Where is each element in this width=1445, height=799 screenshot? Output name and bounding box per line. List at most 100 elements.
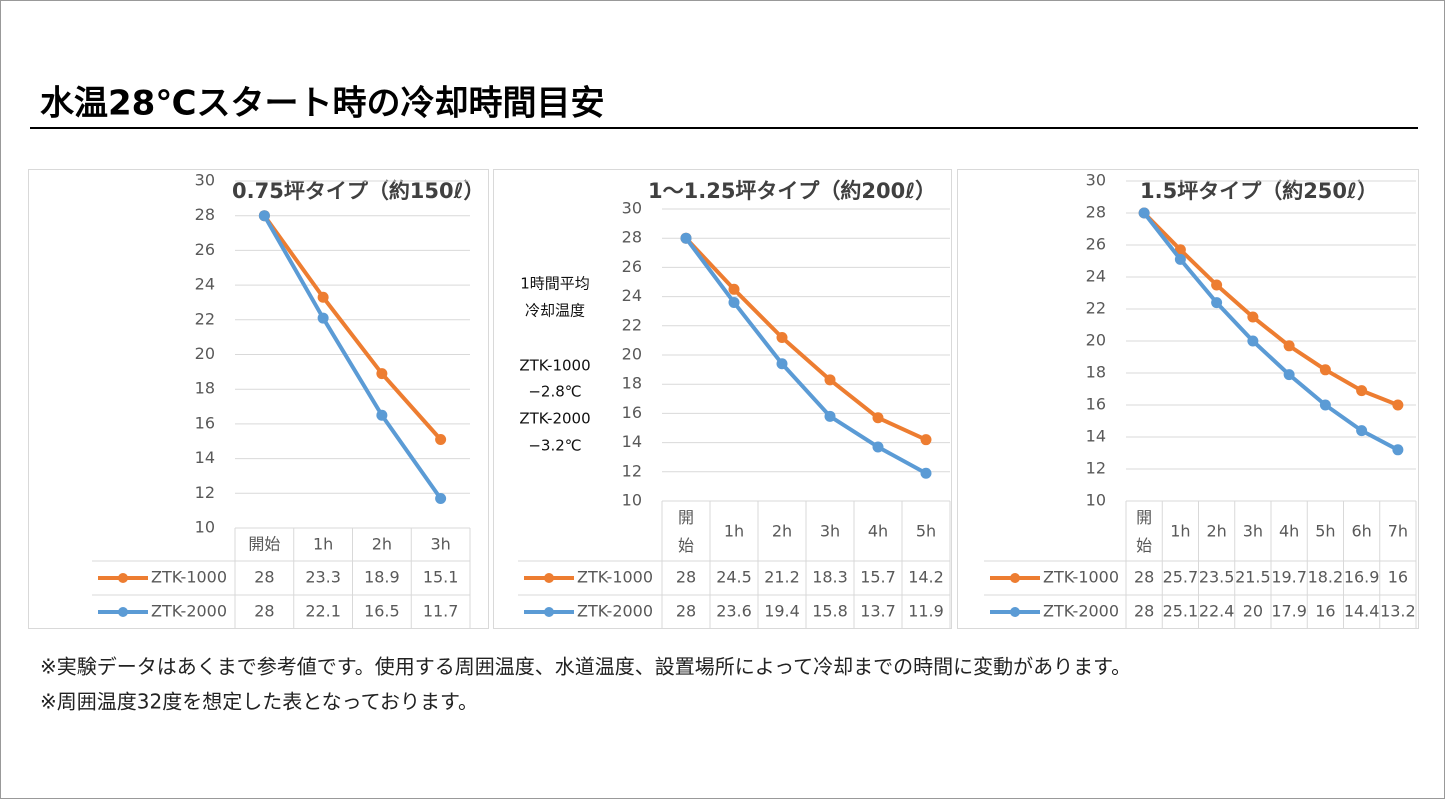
y-tick-label: 20 [1086, 331, 1106, 350]
table-value: 13.2 [1380, 602, 1416, 621]
x-tick-label: 4h [868, 522, 888, 541]
x-tick-label: 2h [372, 535, 392, 554]
legend-marker [1010, 573, 1020, 583]
series-line [1142, 211, 1399, 407]
chart-title: 1～1.25坪タイプ（約200ℓ） [648, 179, 936, 203]
x-tick-label: 開始 [678, 508, 694, 555]
x-tick-label: 5h [1315, 522, 1335, 541]
point [435, 493, 447, 505]
y-tick-label: 28 [1086, 203, 1106, 222]
table-value: 15.1 [423, 568, 459, 587]
table-value: 25.1 [1163, 602, 1199, 621]
y-tick-label: 14 [622, 432, 642, 451]
point [920, 467, 932, 479]
point [376, 368, 388, 380]
legend-marker [544, 607, 554, 617]
table-value: 11.7 [423, 602, 459, 621]
table-value: 18.9 [364, 568, 400, 587]
y-tick-label: 20 [195, 344, 215, 363]
y-tick-label: 10 [1086, 491, 1106, 510]
point [1247, 311, 1259, 323]
table-value: 17.9 [1271, 602, 1307, 621]
panel [28, 169, 489, 629]
table-value: 23.3 [305, 568, 341, 587]
series-line [262, 214, 443, 500]
legend-marker [118, 573, 128, 583]
y-tick-label: 20 [622, 345, 642, 364]
point [920, 434, 932, 446]
x-tick-label: 6h [1351, 522, 1371, 541]
point [1211, 297, 1223, 309]
point [1283, 369, 1295, 381]
y-tick-label: 14 [1086, 427, 1106, 446]
y-tick-label: 30 [622, 199, 642, 218]
point [317, 291, 329, 303]
y-tick-label: 14 [195, 448, 215, 467]
point [317, 312, 329, 324]
y-tick-label: 18 [622, 374, 642, 393]
table-value: 28 [1134, 568, 1154, 587]
point [1319, 364, 1331, 376]
y-tick-label: 10 [622, 491, 642, 510]
point [258, 210, 270, 222]
table-value: 18.2 [1308, 568, 1344, 587]
point [680, 232, 692, 244]
table-value: 11.9 [908, 602, 944, 621]
legend-marker [544, 573, 554, 583]
point [728, 296, 740, 308]
table-value: 13.7 [860, 602, 896, 621]
table-value: 19.7 [1271, 568, 1307, 587]
legend-marker [1010, 607, 1020, 617]
point [1356, 425, 1368, 437]
table-value: 20 [1243, 602, 1263, 621]
y-tick-label: 24 [195, 275, 215, 294]
x-tick-label: 3h [820, 522, 840, 541]
table-value: 22.4 [1199, 602, 1235, 621]
series-line [684, 236, 927, 442]
y-tick-label: 10 [195, 518, 215, 537]
table-value: 21.5 [1235, 568, 1271, 587]
legend-label: ZTK-1000 [1043, 568, 1119, 587]
x-tick-label: 4h [1279, 522, 1299, 541]
table-value: 21.2 [764, 568, 800, 587]
y-tick-label: 18 [1086, 363, 1106, 382]
point [776, 358, 788, 370]
table-value: 23.5 [1199, 568, 1235, 587]
y-tick-label: 24 [622, 286, 642, 305]
y-tick-label: 16 [1086, 395, 1106, 414]
x-tick-label: 5h [916, 522, 936, 541]
annotation: −2.8℃ [528, 383, 581, 401]
legend-marker [118, 607, 128, 617]
y-tick-label: 12 [195, 483, 215, 502]
x-tick-label: 1h [1170, 522, 1190, 541]
point [376, 409, 388, 421]
table-value: 15.7 [860, 568, 896, 587]
legend-label: ZTK-1000 [151, 568, 227, 587]
y-tick-label: 28 [195, 205, 215, 224]
table-value: 23.6 [716, 602, 752, 621]
annotation: −3.2℃ [528, 437, 581, 455]
table-value: 15.8 [812, 602, 848, 621]
y-tick-label: 22 [1086, 299, 1106, 318]
chart-title: 0.75坪タイプ（約150ℓ） [232, 179, 485, 203]
point [1211, 279, 1223, 291]
point [872, 412, 884, 424]
x-tick-label: 2h [1206, 522, 1226, 541]
y-tick-label: 28 [622, 228, 642, 247]
legend-label: ZTK-2000 [577, 602, 653, 621]
table-value: 16.5 [364, 602, 400, 621]
x-tick-label: 開始 [248, 535, 280, 554]
table-value: 28 [1134, 602, 1154, 621]
point [1392, 444, 1404, 456]
annotation: ZTK-2000 [519, 410, 590, 428]
y-tick-label: 26 [1086, 235, 1106, 254]
table-value: 28 [676, 602, 696, 621]
x-tick-label: 7h [1388, 522, 1408, 541]
x-tick-label: 3h [430, 535, 450, 554]
y-tick-label: 30 [195, 171, 215, 190]
point [1356, 385, 1368, 397]
y-tick-label: 24 [1086, 267, 1106, 286]
y-tick-label: 18 [195, 379, 215, 398]
